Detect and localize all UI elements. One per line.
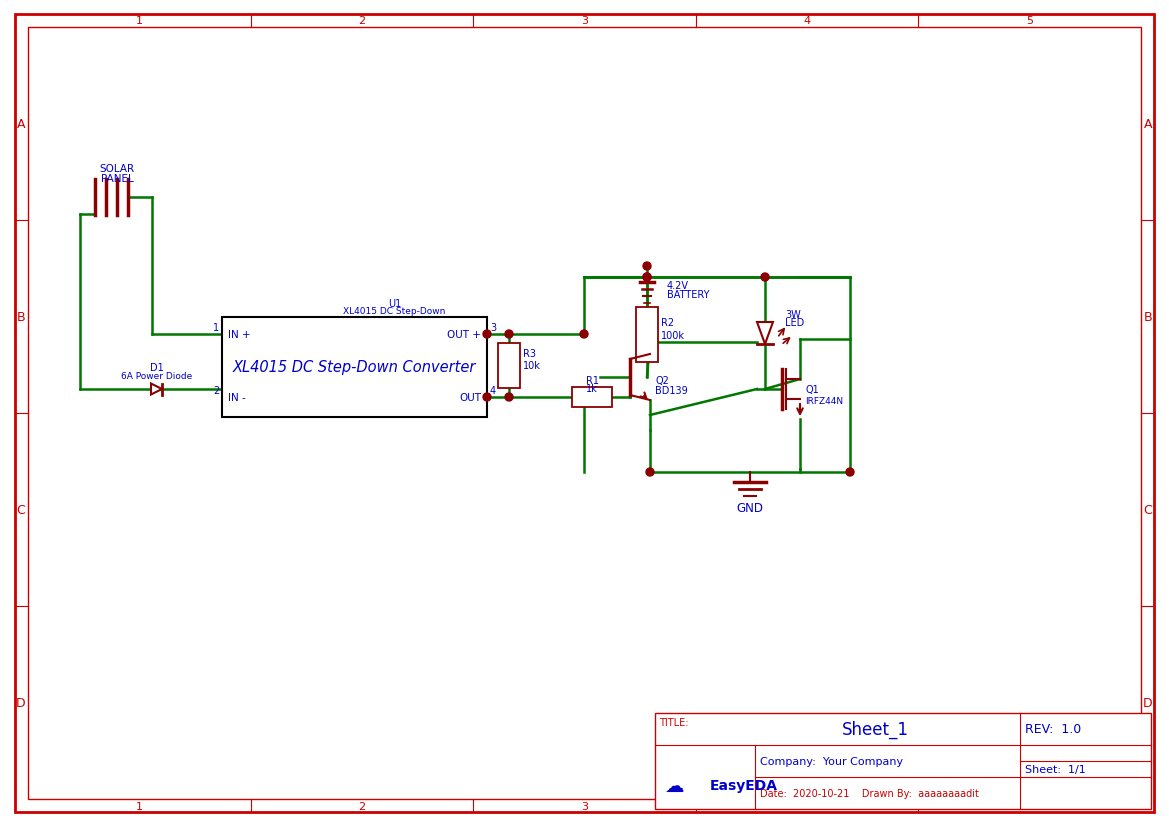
Text: Sheet_1: Sheet_1: [842, 720, 908, 739]
Text: BD139: BD139: [655, 385, 687, 395]
Text: B: B: [1143, 311, 1153, 323]
Text: PANEL: PANEL: [101, 174, 133, 184]
Text: 2: 2: [359, 801, 366, 811]
Bar: [572, 388, 613, 408]
Text: A: A: [16, 118, 26, 131]
Text: OUT: OUT: [459, 393, 480, 403]
Text: IN -: IN -: [228, 393, 245, 403]
Text: SOLAR: SOLAR: [99, 164, 134, 174]
Text: 4: 4: [490, 385, 496, 395]
Text: REV:  1.0: REV: 1.0: [1025, 723, 1081, 735]
Text: TITLE:: TITLE:: [659, 717, 689, 727]
Text: 2: 2: [213, 385, 219, 395]
Text: 1: 1: [136, 801, 143, 811]
Text: 4: 4: [803, 16, 810, 26]
Text: 3W: 3W: [786, 309, 801, 319]
Text: ☁: ☁: [665, 776, 685, 795]
Text: Date:  2020-10-21    Drawn By:  aaaaaaaadit: Date: 2020-10-21 Drawn By: aaaaaaaadit: [760, 788, 978, 798]
Text: Company:  Your Company: Company: Your Company: [760, 756, 904, 766]
Text: 4.2V: 4.2V: [667, 280, 689, 290]
Text: Q1: Q1: [805, 385, 818, 394]
Text: 100k: 100k: [660, 331, 685, 341]
Circle shape: [483, 394, 491, 402]
Circle shape: [483, 331, 491, 338]
Text: 3: 3: [490, 323, 496, 332]
Text: A: A: [1143, 118, 1153, 131]
Circle shape: [505, 394, 513, 402]
Polygon shape: [151, 384, 162, 395]
Circle shape: [505, 331, 513, 338]
Text: D: D: [1143, 696, 1153, 709]
Text: EasyEDA: EasyEDA: [710, 778, 779, 792]
Text: C: C: [16, 504, 26, 516]
Text: IRFZ44N: IRFZ44N: [805, 397, 843, 406]
Text: 5: 5: [1026, 801, 1033, 811]
Text: XL4015 DC Step-Down Converter: XL4015 DC Step-Down Converter: [233, 360, 476, 375]
Text: 10k: 10k: [523, 361, 541, 370]
Circle shape: [580, 331, 588, 338]
Text: IN +: IN +: [228, 330, 250, 340]
Circle shape: [643, 263, 651, 270]
Text: OUT +: OUT +: [447, 330, 480, 340]
Circle shape: [643, 274, 651, 282]
Text: 3: 3: [581, 801, 588, 811]
Circle shape: [761, 274, 769, 282]
Text: XL4015 DC Step-Down: XL4015 DC Step-Down: [343, 307, 445, 316]
Text: R2: R2: [660, 318, 675, 327]
Text: B: B: [16, 311, 26, 323]
Text: 1: 1: [213, 323, 219, 332]
Text: C: C: [1143, 504, 1153, 516]
Text: 4: 4: [803, 801, 810, 811]
Text: 6A Power Diode: 6A Power Diode: [122, 371, 193, 380]
Polygon shape: [758, 323, 773, 345]
Text: Sheet:  1/1: Sheet: 1/1: [1025, 764, 1086, 774]
Circle shape: [646, 468, 653, 476]
Text: 5: 5: [1026, 16, 1033, 26]
Text: BATTERY: BATTERY: [667, 289, 710, 299]
Text: D: D: [16, 696, 26, 709]
Text: GND: GND: [736, 502, 763, 515]
Text: LED: LED: [786, 318, 804, 327]
Text: D1: D1: [150, 362, 164, 372]
Text: R3: R3: [523, 348, 537, 359]
Text: 1: 1: [136, 16, 143, 26]
Text: 1k: 1k: [586, 384, 597, 394]
Bar: [498, 343, 520, 389]
Text: 3: 3: [581, 16, 588, 26]
Circle shape: [846, 468, 855, 476]
Bar: [636, 308, 658, 362]
Bar: [655, 713, 1151, 809]
Circle shape: [643, 274, 651, 282]
Text: Q2: Q2: [655, 375, 669, 385]
Text: R1: R1: [586, 375, 599, 385]
Text: 2: 2: [359, 16, 366, 26]
Bar: [222, 318, 487, 418]
Text: U1: U1: [388, 299, 401, 308]
